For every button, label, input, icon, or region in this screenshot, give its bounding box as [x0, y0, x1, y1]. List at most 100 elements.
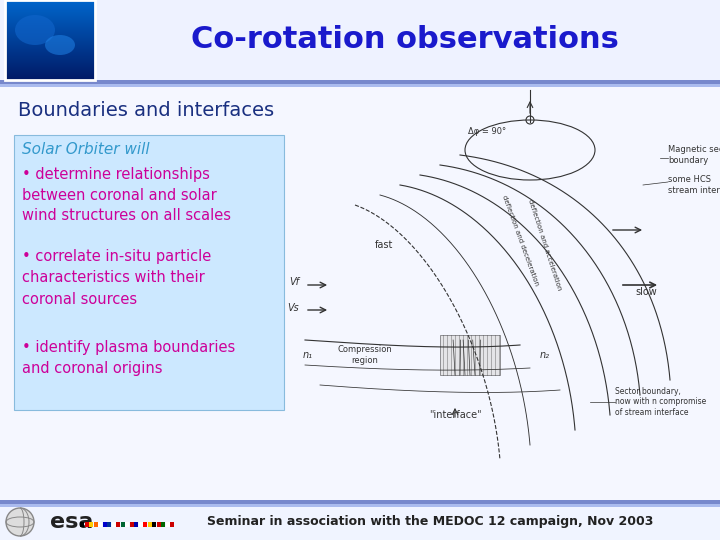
Text: • determine relationships
between coronal and solar
wind structures on all scale: • determine relationships between corona… — [22, 166, 231, 224]
Circle shape — [6, 508, 34, 536]
Text: Vs: Vs — [287, 303, 299, 313]
Bar — [5, 19, 95, 20]
Bar — [5, 43, 95, 44]
Bar — [5, 57, 95, 58]
Bar — [5, 5, 95, 6]
Bar — [5, 37, 95, 38]
Bar — [0, 87, 720, 500]
Text: deflection and acceleration: deflection and acceleration — [527, 199, 562, 292]
Bar — [5, 4, 95, 5]
Bar — [5, 23, 95, 24]
Bar — [5, 52, 95, 53]
Bar — [5, 33, 95, 34]
Bar — [5, 8, 95, 9]
Bar — [5, 68, 95, 69]
Bar — [5, 46, 95, 47]
Bar — [5, 27, 95, 28]
Bar — [125, 522, 129, 527]
Bar — [0, 504, 720, 507]
Bar — [5, 69, 95, 70]
Bar — [5, 35, 95, 36]
Text: Seminar in association with the MEDOC 12 campaign, Nov 2003: Seminar in association with the MEDOC 12… — [207, 516, 653, 529]
Bar — [5, 3, 95, 4]
Bar — [5, 29, 95, 30]
Bar — [5, 42, 95, 43]
Text: some HCS
stream interface: some HCS stream interface — [668, 176, 720, 195]
Bar — [166, 522, 169, 527]
Bar — [5, 10, 95, 11]
Bar — [134, 522, 138, 527]
Bar — [5, 30, 95, 31]
Bar — [5, 75, 95, 76]
Text: n₁: n₁ — [303, 350, 313, 360]
Bar — [5, 76, 95, 77]
Bar — [5, 24, 95, 25]
Bar — [5, 39, 95, 40]
Bar — [148, 522, 151, 527]
Bar — [84, 522, 89, 527]
Bar — [5, 25, 95, 26]
Bar — [5, 65, 95, 66]
Text: esa: esa — [50, 512, 94, 532]
Bar — [5, 79, 95, 80]
Bar — [5, 63, 95, 64]
Bar — [5, 70, 95, 71]
Bar — [5, 64, 95, 65]
Text: n₂: n₂ — [540, 350, 550, 360]
Bar — [5, 7, 95, 8]
Bar — [5, 31, 95, 32]
Bar — [0, 500, 720, 504]
Bar — [5, 50, 95, 51]
Text: Δφ = 90°: Δφ = 90° — [468, 127, 506, 137]
Ellipse shape — [45, 35, 75, 55]
FancyBboxPatch shape — [14, 135, 284, 410]
Bar — [5, 56, 95, 57]
Bar — [5, 15, 95, 16]
Bar — [89, 522, 93, 527]
Bar — [5, 9, 95, 10]
Bar — [5, 28, 95, 29]
Bar — [143, 522, 147, 527]
Text: Boundaries and interfaces: Boundaries and interfaces — [18, 100, 274, 119]
Bar — [5, 36, 95, 37]
Bar — [98, 522, 102, 527]
Bar — [5, 61, 95, 62]
Bar — [5, 67, 95, 68]
Bar — [5, 60, 95, 61]
Bar — [5, 11, 95, 12]
Bar — [5, 53, 95, 54]
Text: • correlate in-situ particle
characteristics with their
coronal sources: • correlate in-situ particle characteris… — [22, 249, 211, 307]
Text: Co-rotation observations: Co-rotation observations — [191, 25, 619, 55]
Bar — [107, 522, 111, 527]
Bar — [5, 51, 95, 52]
Bar — [5, 26, 95, 27]
Bar — [5, 45, 95, 46]
Bar — [5, 59, 95, 60]
Bar — [0, 504, 720, 540]
Text: Vf: Vf — [289, 277, 299, 287]
Bar — [5, 32, 95, 33]
Bar — [0, 80, 720, 84]
Text: "interface": "interface" — [428, 410, 481, 420]
Bar — [5, 66, 95, 67]
Bar — [5, 21, 95, 22]
Bar — [5, 47, 95, 48]
Text: Compression
region: Compression region — [338, 345, 392, 364]
Bar — [5, 34, 95, 35]
Bar — [5, 71, 95, 72]
Bar — [5, 0, 95, 1]
Bar — [5, 13, 95, 14]
Bar — [5, 41, 95, 42]
Bar — [5, 2, 95, 3]
Bar — [5, 44, 95, 45]
Text: deflection and deceleration: deflection and deceleration — [501, 194, 539, 286]
Bar — [5, 77, 95, 78]
Bar — [5, 49, 95, 50]
Bar — [5, 6, 95, 7]
Bar — [5, 55, 95, 56]
Bar — [152, 522, 156, 527]
Bar — [5, 0, 95, 80]
Text: Magnetic sector
boundary: Magnetic sector boundary — [668, 145, 720, 165]
Bar — [5, 1, 95, 2]
Bar — [5, 16, 95, 17]
